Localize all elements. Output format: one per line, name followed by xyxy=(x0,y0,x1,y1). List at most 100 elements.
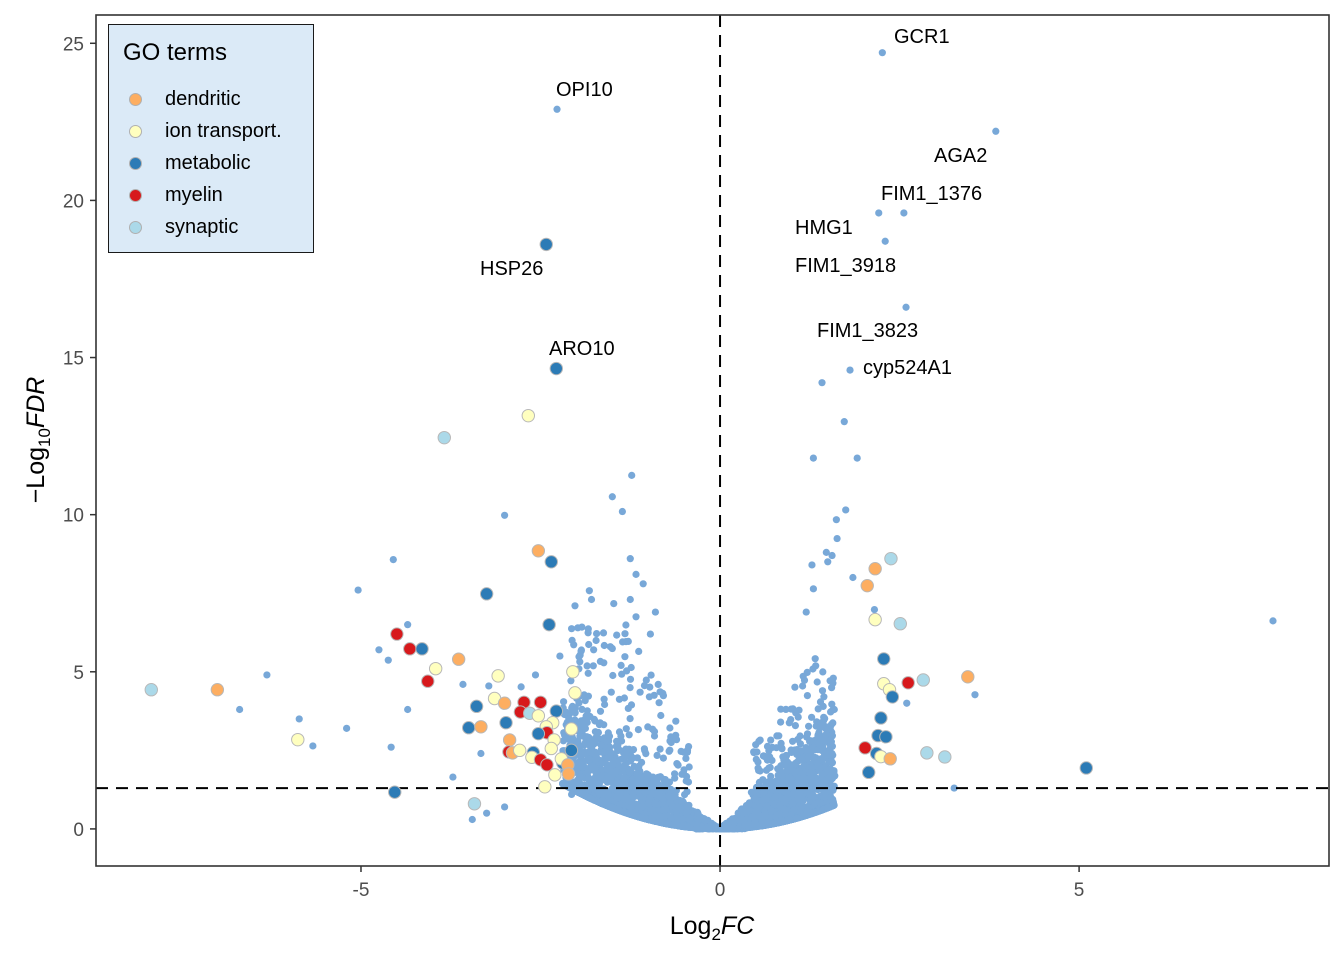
go-point-metabolic xyxy=(879,730,893,744)
cloud-point xyxy=(683,802,692,810)
cloud-point xyxy=(585,640,593,649)
data-point xyxy=(902,303,910,311)
cloud-point xyxy=(622,745,630,753)
y-axis-title: −Log10FDR xyxy=(22,377,54,504)
cloud-point xyxy=(673,812,681,820)
cloud-point xyxy=(610,804,618,813)
cloud-point xyxy=(770,819,778,827)
cloud-point xyxy=(678,815,686,824)
go-point-ion xyxy=(548,768,562,782)
cloud-point xyxy=(591,764,599,772)
go-point-ion xyxy=(868,612,882,627)
cloud-point xyxy=(657,818,665,826)
data-point xyxy=(842,506,850,514)
cloud-point xyxy=(581,748,589,756)
cloud-point xyxy=(641,746,649,755)
cloud-point xyxy=(808,713,816,721)
go-point-metabolic xyxy=(877,652,891,666)
cloud-point xyxy=(642,676,650,684)
data-point xyxy=(639,580,647,588)
data-point xyxy=(553,105,561,113)
cloud-point xyxy=(628,811,636,819)
go-point-metabolic xyxy=(564,743,579,758)
cloud-point xyxy=(606,743,614,751)
cloud-point xyxy=(613,778,621,786)
cloud-point xyxy=(603,765,611,773)
go-point-ion xyxy=(428,661,443,676)
cloud-point xyxy=(820,713,828,721)
go-point-synaptic xyxy=(916,673,930,687)
cloud-point xyxy=(560,698,568,706)
x-axis-title: Log2FC xyxy=(670,912,755,944)
go-point-metabolic xyxy=(549,704,564,718)
cloud-point xyxy=(657,711,665,720)
data-point xyxy=(824,558,832,566)
cloud-point xyxy=(763,756,772,764)
cloud-point xyxy=(647,671,655,679)
cloud-point xyxy=(792,709,800,717)
cloud-point xyxy=(672,717,680,725)
data-point xyxy=(585,587,593,595)
cloud-point xyxy=(754,764,762,772)
go-point-ion xyxy=(568,686,582,700)
cloud-point xyxy=(685,816,694,824)
go-point-metabolic xyxy=(539,237,553,252)
cloud-point xyxy=(826,773,834,781)
cloud-point xyxy=(711,825,720,833)
cloud-point xyxy=(791,722,800,730)
cloud-point xyxy=(596,707,605,715)
y-tick-label: 25 xyxy=(63,34,84,55)
cloud-point xyxy=(589,662,597,670)
cloud-point xyxy=(767,807,776,815)
cloud-point xyxy=(807,773,815,782)
cloud-point xyxy=(810,753,818,761)
cloud-point xyxy=(626,715,634,723)
cloud-point xyxy=(622,725,630,733)
legend-swatch-icon xyxy=(129,220,142,234)
cloud-point xyxy=(775,732,783,740)
cloud-point xyxy=(577,761,585,769)
cloud-point xyxy=(568,790,576,799)
cloud-point xyxy=(655,699,663,707)
cloud-point xyxy=(591,734,600,742)
cloud-point xyxy=(659,689,667,698)
cloud-point xyxy=(592,754,600,762)
cloud-point xyxy=(666,746,674,754)
cloud-point xyxy=(789,790,798,798)
data-point xyxy=(628,471,636,479)
go-point-synaptic xyxy=(884,551,898,566)
panel-border xyxy=(95,14,1330,867)
data-point xyxy=(878,49,886,57)
cloud-point xyxy=(580,741,588,749)
y-tick-label: 5 xyxy=(73,663,84,684)
cloud-point xyxy=(795,767,803,775)
cloud-point xyxy=(694,815,703,824)
cloud-point xyxy=(672,731,680,739)
cloud-point xyxy=(722,825,730,833)
cloud-point xyxy=(568,625,576,633)
go-point-myelin xyxy=(901,676,915,690)
cloud-point xyxy=(599,789,607,797)
cloud-point xyxy=(644,771,652,779)
cloud-point xyxy=(824,804,832,812)
cloud-point xyxy=(663,820,672,828)
cloud-point xyxy=(584,669,592,677)
go-point-myelin xyxy=(390,627,404,641)
data-point xyxy=(971,691,979,699)
cloud-point xyxy=(576,732,584,740)
cloud-point xyxy=(635,762,643,770)
cloud-point xyxy=(661,776,669,784)
x-tick-label: 5 xyxy=(1074,880,1085,901)
y-axis-title-italic: FDR xyxy=(22,377,50,428)
cloud-point xyxy=(633,769,641,777)
cloud-point xyxy=(791,746,799,754)
cloud-point xyxy=(590,776,598,784)
data-point xyxy=(556,652,564,660)
go-point-metabolic xyxy=(469,699,484,714)
go-point-metabolic xyxy=(499,716,513,730)
go-point-ion xyxy=(566,665,580,679)
legend-label: metabolic xyxy=(165,151,251,174)
x-tick-label: -5 xyxy=(353,880,370,901)
cloud-point xyxy=(821,783,829,791)
legend-item-synaptic: synaptic xyxy=(129,213,238,241)
